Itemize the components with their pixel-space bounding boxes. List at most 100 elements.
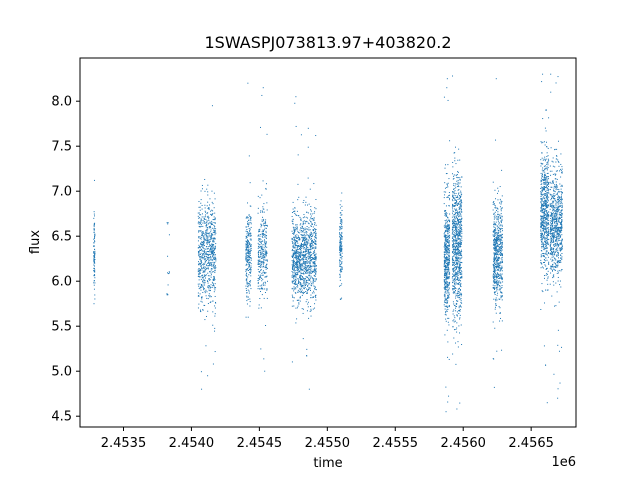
data-point xyxy=(301,230,303,232)
data-point xyxy=(200,221,202,223)
data-point xyxy=(315,274,317,276)
data-point xyxy=(543,197,545,199)
data-point xyxy=(299,296,301,298)
data-point xyxy=(198,276,200,278)
data-point xyxy=(548,215,550,217)
data-point xyxy=(544,248,546,250)
data-point xyxy=(307,217,309,219)
data-point xyxy=(208,262,210,264)
data-point xyxy=(500,234,502,236)
data-point xyxy=(259,244,261,246)
data-point xyxy=(543,176,545,178)
data-point xyxy=(543,216,545,218)
data-point xyxy=(260,290,262,292)
data-point xyxy=(546,402,548,404)
data-point xyxy=(306,257,308,259)
data-point xyxy=(497,215,499,217)
data-point xyxy=(214,230,216,232)
data-point xyxy=(259,260,261,262)
data-point xyxy=(493,281,495,283)
data-point xyxy=(211,262,213,264)
data-point xyxy=(257,268,259,270)
data-point xyxy=(341,252,343,254)
data-point xyxy=(314,266,316,268)
data-point xyxy=(547,217,549,219)
data-point xyxy=(250,272,252,274)
data-point xyxy=(266,224,268,226)
data-point xyxy=(541,142,543,144)
data-point xyxy=(453,278,455,280)
data-point xyxy=(445,302,447,304)
data-point xyxy=(456,196,458,198)
data-point xyxy=(213,239,215,241)
data-point xyxy=(299,278,301,280)
data-point xyxy=(214,245,216,247)
data-point xyxy=(497,211,499,213)
data-point xyxy=(456,239,458,241)
data-point xyxy=(457,262,459,264)
data-point xyxy=(493,231,495,233)
data-point xyxy=(294,266,296,268)
data-point xyxy=(544,160,546,162)
data-point xyxy=(312,219,314,221)
data-point xyxy=(206,230,208,232)
data-point xyxy=(202,222,204,224)
data-point xyxy=(207,251,209,253)
data-point xyxy=(454,249,456,251)
data-point xyxy=(314,207,316,209)
data-point xyxy=(205,225,207,227)
data-point xyxy=(452,219,454,221)
data-point xyxy=(265,241,267,243)
data-point xyxy=(500,217,502,219)
data-point xyxy=(460,208,462,210)
data-point xyxy=(213,249,215,251)
data-point xyxy=(495,300,497,302)
data-point xyxy=(447,307,449,309)
data-point xyxy=(447,228,449,230)
data-point xyxy=(214,313,216,315)
data-point xyxy=(443,96,445,98)
data-point xyxy=(460,200,462,202)
data-point xyxy=(214,351,216,353)
data-point xyxy=(300,246,302,248)
data-point xyxy=(203,252,205,254)
data-point xyxy=(292,262,294,264)
data-point xyxy=(545,245,547,247)
data-point xyxy=(444,334,446,336)
data-point xyxy=(308,253,310,255)
data-point xyxy=(305,271,307,273)
data-point xyxy=(501,240,503,242)
data-point xyxy=(208,222,210,224)
data-point xyxy=(460,213,462,215)
data-point xyxy=(458,305,460,307)
data-point xyxy=(494,238,495,240)
data-point xyxy=(460,249,462,251)
data-point xyxy=(493,243,495,245)
data-point xyxy=(247,248,249,250)
data-point xyxy=(500,261,502,263)
data-point xyxy=(544,214,546,216)
data-point xyxy=(305,280,307,282)
data-point xyxy=(546,176,548,178)
data-point xyxy=(341,268,343,270)
data-point xyxy=(298,270,300,272)
data-point xyxy=(308,275,310,277)
data-point xyxy=(213,227,215,229)
data-point xyxy=(292,226,294,228)
data-point xyxy=(210,233,212,235)
data-point xyxy=(454,221,456,223)
data-point xyxy=(202,279,204,281)
data-point xyxy=(310,283,312,285)
data-point xyxy=(495,298,497,300)
data-point xyxy=(262,206,264,208)
data-point xyxy=(210,249,212,251)
data-point xyxy=(548,192,550,194)
data-point xyxy=(312,246,314,248)
data-point xyxy=(200,219,202,221)
data-point xyxy=(315,257,317,259)
data-point xyxy=(259,271,261,273)
data-point xyxy=(294,242,296,244)
data-point xyxy=(546,169,548,171)
data-point xyxy=(310,254,312,256)
data-point xyxy=(249,251,251,253)
